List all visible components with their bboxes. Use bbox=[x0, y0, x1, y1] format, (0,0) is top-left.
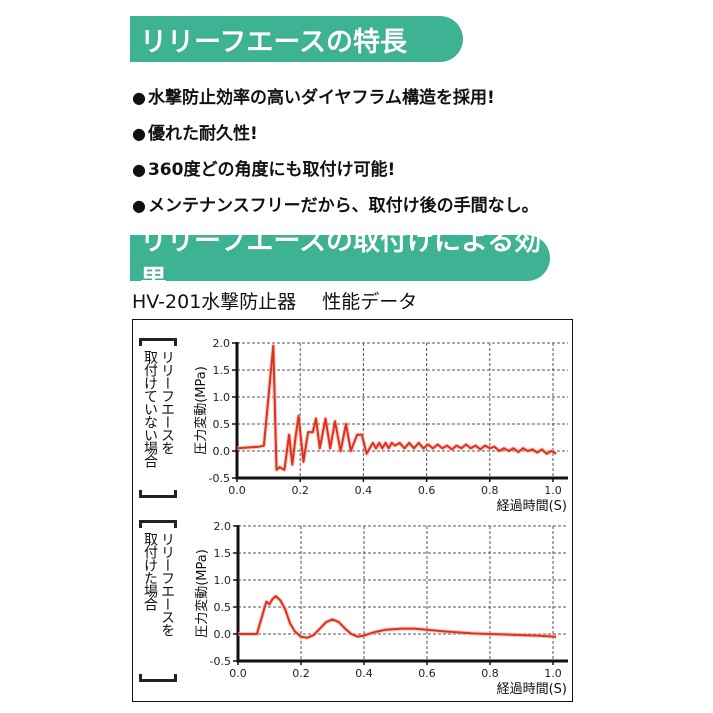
feature-text: メンテナンスフリーだから、取付け後の手間なし。 bbox=[147, 196, 539, 216]
features-title: リリーフエースの特長 bbox=[140, 26, 408, 58]
feature-list: ● 水撃防止効率の高いダイヤフラム構造を採用! ● 優れた耐久性! ● 360度… bbox=[132, 86, 539, 230]
bullet-icon: ● bbox=[132, 88, 146, 107]
product-name: HV-201水撃防止器 bbox=[132, 291, 297, 313]
side-label-without: リリーフエースを 取付けていない場合 bbox=[139, 338, 177, 498]
feature-item: ● 360度どの角度にも取付け可能! bbox=[132, 158, 539, 194]
feature-text: 優れた耐久性! bbox=[147, 124, 258, 144]
features-title-banner: リリーフエースの特長 bbox=[130, 16, 463, 62]
bracket-bottom bbox=[139, 490, 177, 498]
bracket-top bbox=[139, 338, 177, 346]
side-label-line: リリーフエースを bbox=[159, 350, 175, 454]
side-label-line: 取付けた場合 bbox=[142, 532, 158, 610]
effect-title: リリーフエースの取付けによる効果 bbox=[140, 226, 542, 296]
feature-item: ● メンテナンスフリーだから、取付け後の手間なし。 bbox=[132, 194, 539, 230]
feature-item: ● 優れた耐久性! bbox=[132, 122, 539, 158]
data-label: 性能データ bbox=[322, 291, 418, 313]
feature-text: 水撃防止効率の高いダイヤフラム構造を採用! bbox=[147, 88, 495, 108]
effect-title-banner: リリーフエースの取付けによる効果 bbox=[130, 226, 550, 296]
chart-subtitle: HV-201水撃防止器 性能データ bbox=[132, 287, 417, 314]
bullet-icon: ● bbox=[132, 124, 146, 143]
bracket-bottom bbox=[139, 674, 177, 682]
side-label-line: 取付けていない場合 bbox=[142, 350, 158, 467]
feature-text: 360度どの角度にも取付け可能! bbox=[147, 160, 396, 180]
chart-frame: リリーフエースを 取付けていない場合 リリーフエースを 取付けた場合 bbox=[132, 319, 573, 702]
side-label-line: リリーフエースを bbox=[159, 532, 175, 636]
bracket-top bbox=[139, 520, 177, 528]
side-label-with: リリーフエースを 取付けた場合 bbox=[139, 520, 177, 682]
bullet-icon: ● bbox=[132, 160, 146, 179]
feature-item: ● 水撃防止効率の高いダイヤフラム構造を採用! bbox=[132, 86, 539, 122]
bullet-icon: ● bbox=[132, 196, 146, 215]
